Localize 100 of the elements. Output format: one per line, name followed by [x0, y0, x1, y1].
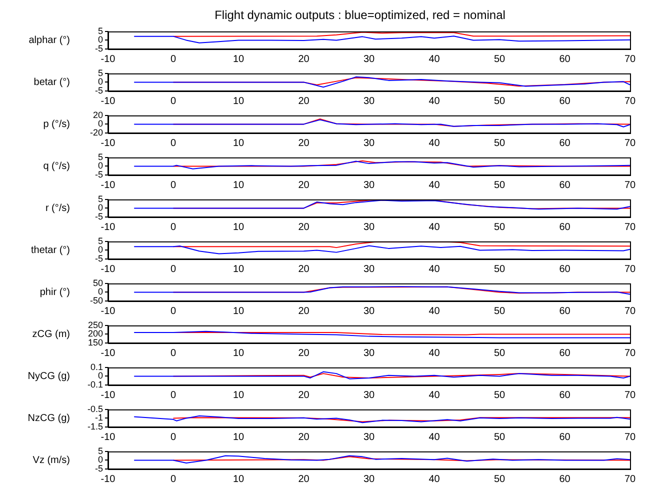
y-tick-label: 0.1: [90, 362, 103, 372]
x-tick-label: 0: [170, 222, 176, 233]
x-tick-label: 10: [232, 264, 244, 275]
y-tick-label: 0: [98, 286, 103, 297]
x-tick-label: 10: [232, 138, 244, 149]
y-axis-title: NzCG (g): [26, 412, 71, 424]
x-tick-label: -10: [100, 390, 116, 401]
x-tick-label: 10: [232, 348, 244, 359]
x-tick-label: 10: [232, 180, 244, 191]
x-tick-label: 70: [624, 348, 636, 359]
x-tick-label: 0: [170, 474, 176, 485]
x-tick-label: 70: [624, 474, 636, 485]
x-tick-label: 60: [559, 474, 571, 485]
y-tick-label: 0: [98, 160, 103, 171]
y-tick-label: -5: [94, 211, 103, 222]
x-tick-label: 30: [363, 264, 375, 275]
x-tick-label: 50: [494, 180, 506, 191]
x-tick-label: 10: [232, 390, 244, 401]
y-tick-label: 0: [98, 244, 103, 255]
y-tick-label: -0.1: [87, 379, 103, 390]
y-axis-title: phir (°): [38, 286, 71, 298]
y-tick-label: -1: [94, 412, 103, 423]
x-tick-label: 40: [428, 306, 440, 317]
y-tick-label: 20: [92, 110, 103, 120]
x-tick-label: 0: [170, 96, 176, 107]
y-tick-label: -5: [94, 169, 103, 180]
y-tick-label: -1.5: [87, 421, 103, 432]
y-tick-label: 0: [98, 76, 103, 87]
y-tick-label: 5: [98, 194, 103, 204]
x-tick-label: -10: [100, 474, 116, 485]
x-tick-label: -10: [100, 54, 116, 65]
x-tick-label: -10: [100, 306, 116, 317]
y-axis-title: r (°/s): [44, 202, 71, 214]
x-tick-label: 50: [494, 96, 506, 107]
x-tick-label: 60: [559, 348, 571, 359]
x-tick-label: 40: [428, 96, 440, 107]
x-tick-label: 50: [494, 306, 506, 317]
x-tick-label: 40: [428, 54, 440, 65]
x-tick-label: 70: [624, 432, 636, 443]
x-tick-label: 10: [232, 474, 244, 485]
y-tick-label: 5: [98, 26, 103, 36]
y-tick-label: -0.5: [87, 404, 103, 414]
x-tick-label: 30: [363, 96, 375, 107]
x-tick-label: 20: [298, 474, 310, 485]
x-tick-label: 20: [298, 390, 310, 401]
x-tick-label: 70: [624, 264, 636, 275]
y-tick-label: 0: [98, 34, 103, 45]
x-tick-label: 70: [624, 138, 636, 149]
x-tick-label: 50: [494, 54, 506, 65]
x-tick-label: 60: [559, 96, 571, 107]
x-tick-label: 10: [232, 222, 244, 233]
x-tick-label: 0: [170, 138, 176, 149]
y-axis-title: zCG (m): [31, 328, 71, 340]
x-tick-label: 40: [428, 390, 440, 401]
x-tick-label: 20: [298, 432, 310, 443]
x-tick-label: 30: [363, 306, 375, 317]
y-tick-label: -50: [90, 295, 103, 306]
x-tick-label: 40: [428, 180, 440, 191]
x-tick-label: 70: [624, 96, 636, 107]
y-tick-label: 0: [98, 454, 103, 465]
x-tick-label: 20: [298, 54, 310, 65]
y-tick-label: -5: [94, 463, 103, 474]
x-tick-label: 70: [624, 222, 636, 233]
x-tick-label: 60: [559, 222, 571, 233]
y-axis-title: NyCG (g): [26, 370, 71, 382]
x-tick-label: 40: [428, 432, 440, 443]
x-tick-label: 0: [170, 432, 176, 443]
x-tick-label: -10: [100, 180, 116, 191]
x-tick-label: 30: [363, 474, 375, 485]
x-tick-label: 70: [624, 180, 636, 191]
y-tick-label: 5: [98, 68, 103, 78]
x-tick-label: 10: [232, 432, 244, 443]
y-tick-label: -5: [94, 85, 103, 96]
y-tick-label: 0: [98, 370, 103, 381]
x-tick-label: 70: [624, 306, 636, 317]
x-tick-label: 50: [494, 474, 506, 485]
x-tick-label: 40: [428, 264, 440, 275]
x-tick-label: 10: [232, 54, 244, 65]
x-tick-label: 60: [559, 180, 571, 191]
x-tick-label: 30: [363, 180, 375, 191]
x-tick-label: 60: [559, 432, 571, 443]
y-axis-title: alphar (°): [28, 34, 71, 46]
y-tick-label: 0: [98, 202, 103, 213]
x-tick-label: 50: [494, 222, 506, 233]
y-axis-title: thetar (°): [30, 244, 71, 256]
x-tick-label: -10: [100, 222, 116, 233]
x-tick-label: 60: [559, 138, 571, 149]
x-tick-label: 20: [298, 222, 310, 233]
x-tick-label: 20: [298, 180, 310, 191]
x-tick-label: 30: [363, 138, 375, 149]
x-tick-label: 30: [363, 390, 375, 401]
y-axis-title: q (°/s): [42, 160, 71, 172]
x-tick-label: 40: [428, 222, 440, 233]
y-tick-label: 0: [98, 118, 103, 129]
x-tick-label: 50: [494, 432, 506, 443]
y-tick-label: 150: [88, 337, 103, 348]
x-tick-label: 30: [363, 432, 375, 443]
x-tick-label: 60: [559, 54, 571, 65]
x-tick-label: 20: [298, 96, 310, 107]
x-tick-label: 60: [559, 390, 571, 401]
